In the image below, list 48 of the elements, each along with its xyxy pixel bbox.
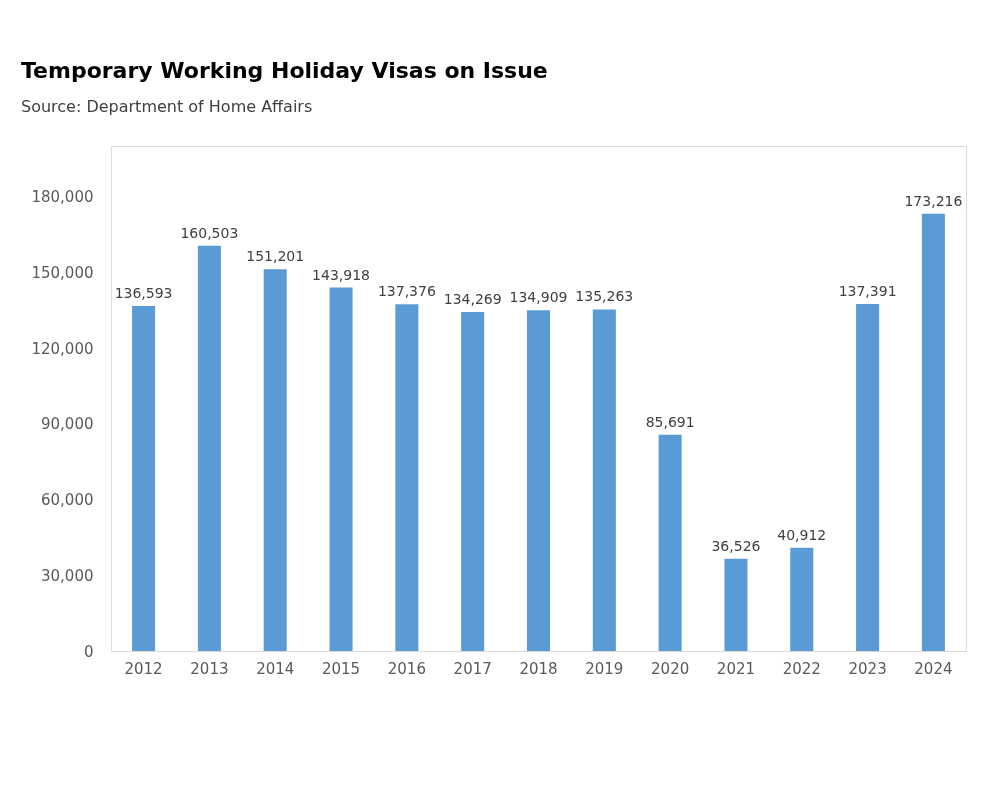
data-label: 135,263	[575, 288, 634, 305]
y-tick-label: 180,000	[31, 188, 94, 206]
data-label: 85,691	[645, 413, 695, 430]
data-label: 136,593	[114, 285, 173, 302]
bar	[395, 304, 419, 651]
bar	[526, 310, 551, 651]
bar	[329, 287, 353, 651]
x-tick-label: 2021	[716, 659, 756, 678]
chart-title: Temporary Working Holiday Visas on Issue	[20, 58, 548, 83]
y-tick-label: 120,000	[31, 339, 94, 358]
data-label: 40,912	[777, 526, 827, 543]
bar	[790, 547, 814, 651]
x-tick-label: 2023	[848, 659, 887, 678]
x-tick-label: 2018	[519, 659, 558, 678]
y-tick-label: 60,000	[41, 491, 94, 509]
data-label: 137,376	[377, 283, 436, 300]
bar	[132, 306, 156, 651]
x-tick-label: 2017	[453, 659, 492, 678]
bar	[197, 245, 221, 651]
x-tick-label: 2016	[387, 659, 426, 678]
bar	[592, 309, 616, 651]
x-tick-label: 2012	[124, 659, 163, 678]
data-label: 151,201	[246, 248, 305, 265]
x-tick-label: 2022	[782, 659, 821, 678]
data-label: 143,918	[312, 266, 370, 283]
bar	[921, 213, 945, 651]
bar	[658, 434, 682, 651]
y-tick-label: 90,000	[41, 415, 94, 434]
data-label: 36,526	[711, 537, 761, 554]
y-tick-label: 30,000	[41, 566, 94, 585]
y-tick-label: 150,000	[31, 263, 94, 282]
data-label: 160,503	[180, 224, 239, 241]
x-tick-label: 2014	[256, 659, 295, 678]
data-label: 134,909	[509, 289, 568, 306]
bar	[856, 304, 880, 651]
data-label: 134,269	[443, 290, 502, 307]
x-tick-label: 2020	[651, 659, 690, 678]
x-tick-label: 2015	[321, 659, 361, 678]
y-tick-label: 0	[83, 642, 94, 661]
bar	[724, 558, 748, 651]
bar	[461, 311, 485, 651]
x-tick-label: 2024	[914, 659, 953, 678]
x-tick-label: 2013	[190, 659, 229, 678]
data-label: 173,216	[904, 192, 963, 209]
bar	[263, 269, 287, 651]
data-label: 137,391	[838, 283, 897, 300]
x-tick-label: 2019	[585, 659, 624, 678]
chart-subtitle: Source: Department of Home Affairs	[20, 97, 313, 116]
